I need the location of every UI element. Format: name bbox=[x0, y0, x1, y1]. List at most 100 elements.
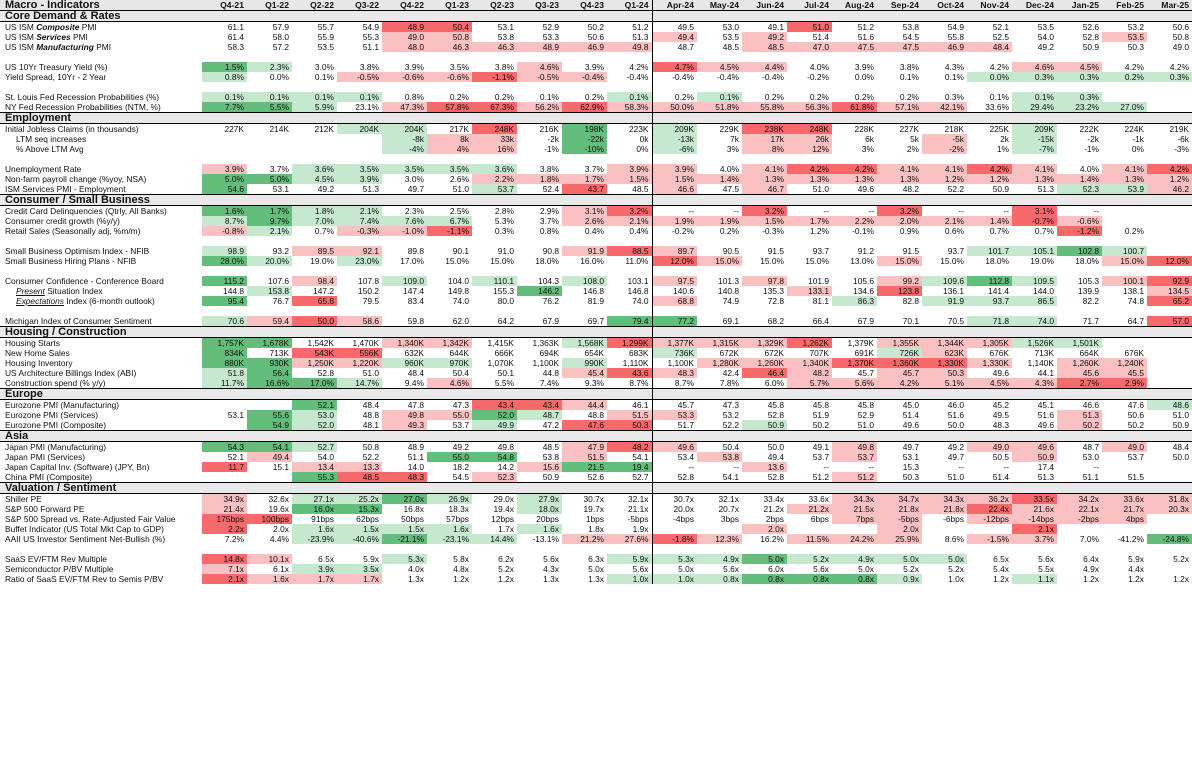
value-cell: 70.5 bbox=[947, 316, 964, 326]
value-cell: 16.6% bbox=[247, 378, 292, 389]
spacer-cell bbox=[202, 236, 247, 246]
indicator-label: Small Business Hiring Plans - NFIB bbox=[0, 256, 202, 266]
spacer-cell bbox=[922, 544, 967, 554]
spacer-cell bbox=[1057, 266, 1102, 276]
value-cell: 49.3 bbox=[382, 420, 427, 431]
indicator-label: Non-farm payroll change (%yoy, NSA) bbox=[0, 174, 202, 184]
value-cell: 248K bbox=[472, 123, 517, 134]
indicator-label: Housing Starts bbox=[0, 338, 202, 348]
value-cell: 20.7x bbox=[718, 504, 740, 514]
value-cell: 49.7 bbox=[902, 442, 919, 452]
value-cell bbox=[1102, 524, 1147, 534]
indicator-label: Consumer Confidence - Conference Board bbox=[0, 276, 202, 286]
value-cell: 49.8 bbox=[607, 42, 652, 52]
value-cell: 1.2x bbox=[1128, 574, 1144, 584]
value-cell: 52.0 bbox=[472, 410, 517, 420]
value-cell: 54.9 bbox=[362, 22, 379, 32]
value-cell: 1,526K bbox=[1012, 337, 1057, 348]
value-cell: 1,100K bbox=[532, 358, 559, 368]
value-cell: 3.7% bbox=[584, 164, 604, 174]
value-cell: 51.8 bbox=[202, 368, 247, 378]
value-cell: 69.7 bbox=[587, 316, 604, 326]
spacer-cell bbox=[202, 82, 247, 92]
section-header-cell bbox=[427, 388, 472, 400]
section-header-cell bbox=[922, 430, 967, 442]
section-header-cell bbox=[607, 112, 652, 124]
value-cell: 91.5 bbox=[767, 246, 784, 256]
value-cell: 50.9 bbox=[542, 472, 559, 482]
value-cell: 46.0 bbox=[947, 400, 964, 410]
value-cell: 52.7 bbox=[632, 472, 649, 482]
section-header-cell bbox=[382, 10, 427, 22]
value-cell: 0.7% bbox=[989, 226, 1009, 236]
value-cell: 146.8 bbox=[583, 286, 604, 296]
indicator-label: Japan Capital Inv. (Software) (JPY, Bn) bbox=[0, 462, 202, 472]
spacer-cell bbox=[1012, 52, 1057, 62]
value-cell: 48.7 bbox=[517, 410, 562, 420]
value-cell: 50.4 bbox=[427, 21, 472, 32]
section-header-cell bbox=[651, 326, 697, 338]
label-part: Unemployment Rate bbox=[5, 164, 82, 174]
value-cell: 1.2x bbox=[993, 574, 1009, 584]
section-header-cell bbox=[787, 482, 832, 494]
value-cell: 5.9x bbox=[607, 554, 652, 564]
spacer-cell bbox=[247, 544, 292, 554]
value-cell: 34.3x bbox=[832, 493, 877, 504]
spacer-cell bbox=[562, 82, 607, 92]
value-cell: 8.7% bbox=[629, 378, 649, 388]
value-cell: -0.6% bbox=[382, 72, 427, 82]
value-cell: 45.5 bbox=[1102, 368, 1147, 378]
value-cell: 50.4 bbox=[452, 368, 469, 378]
indicator-label: Semiconductor P/BV Multiple bbox=[0, 564, 202, 574]
value-cell: 713K bbox=[1034, 348, 1054, 358]
spacer-cell bbox=[1102, 82, 1147, 92]
value-cell: 47.3 bbox=[722, 400, 739, 410]
spacer-cell bbox=[562, 154, 607, 164]
value-cell: 6.4x bbox=[1083, 554, 1099, 564]
label-part: Yield Spread, 10Yr - 2 Year bbox=[5, 72, 107, 82]
value-cell: 1,360K bbox=[877, 358, 922, 368]
value-cell: 50.5 bbox=[992, 452, 1009, 462]
value-cell: 19.0% bbox=[310, 256, 334, 266]
value-cell: 3.8% bbox=[539, 164, 559, 174]
value-cell: -- bbox=[868, 206, 874, 216]
value-cell: 1,220K bbox=[337, 358, 382, 368]
label-part: % Above LTM Avg bbox=[16, 144, 84, 154]
spacer-cell bbox=[247, 236, 292, 246]
spacer-cell bbox=[427, 236, 472, 246]
value-cell: -4% bbox=[382, 144, 427, 154]
value-cell: 1.6% bbox=[202, 205, 247, 216]
value-cell: 51.3 bbox=[1057, 410, 1102, 420]
value-cell: 14.8x bbox=[202, 554, 247, 564]
value-cell: 204K bbox=[337, 123, 382, 134]
value-cell: 76.2 bbox=[542, 296, 559, 306]
value-cell: 51.0 bbox=[452, 184, 469, 194]
value-cell: 93.7 bbox=[812, 246, 829, 256]
value-cell bbox=[1147, 226, 1192, 236]
value-cell: -41.2% bbox=[1117, 534, 1144, 544]
value-cell: 1,340K bbox=[382, 337, 427, 348]
label-part: Manufacturing bbox=[36, 42, 94, 52]
spacer-cell bbox=[877, 52, 922, 62]
section-header-cell bbox=[517, 482, 562, 494]
value-cell: 112.8 bbox=[967, 276, 1012, 286]
indicator-label: St. Louis Fed Recession Probabilities (%… bbox=[0, 92, 202, 102]
value-cell: 4.7% bbox=[651, 62, 697, 72]
spacer-cell bbox=[787, 236, 832, 246]
value-cell: -0.4% bbox=[717, 72, 739, 82]
section-header-cell bbox=[607, 194, 652, 206]
value-cell: 4.2% bbox=[877, 378, 922, 389]
value-cell: 66.4 bbox=[812, 316, 829, 326]
value-cell: 1.3% bbox=[742, 174, 787, 184]
spacer-cell bbox=[967, 544, 1012, 554]
value-cell: 55.7 bbox=[317, 22, 334, 32]
indicator-row: LTM seq increases -8k 8k 33k -2k -22k 0k -13k 7k… bbox=[0, 134, 1192, 144]
spacer-cell bbox=[517, 306, 562, 316]
spacer-cell bbox=[247, 52, 292, 62]
value-cell: 71.7 bbox=[1082, 316, 1099, 326]
value-cell: 14.0 bbox=[407, 462, 424, 472]
spacer-cell bbox=[967, 266, 1012, 276]
value-cell: 52.6 bbox=[1082, 22, 1099, 32]
section-header-cell bbox=[1102, 112, 1147, 124]
value-cell: 101.7 bbox=[967, 246, 1012, 256]
